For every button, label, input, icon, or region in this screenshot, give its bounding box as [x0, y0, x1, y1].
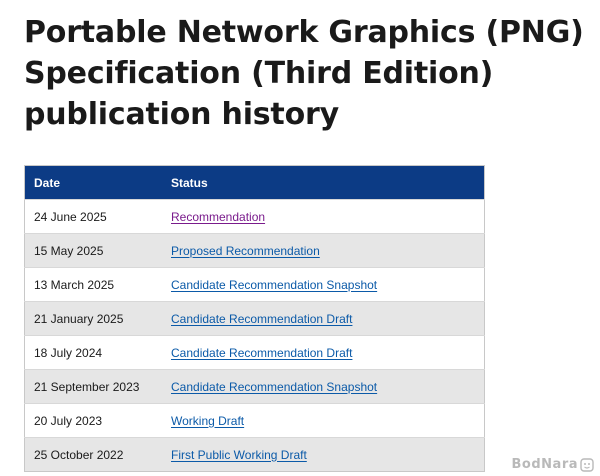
table-row: 24 June 2025 Recommendation — [24, 199, 485, 234]
date-cell: 21 January 2025 — [24, 301, 163, 336]
status-link-candidate-recommendation-snapshot[interactable]: Candidate Recommendation Snapshot — [171, 277, 378, 292]
table-row: 13 March 2025 Candidate Recommendation S… — [24, 267, 485, 302]
table-row: 20 July 2023 Working Draft — [24, 403, 485, 438]
date-cell: 24 June 2025 — [24, 199, 163, 234]
status-link-candidate-recommendation-draft[interactable]: Candidate Recommendation Draft — [171, 345, 353, 360]
date-cell: 15 May 2025 — [24, 233, 163, 268]
date-cell: 13 March 2025 — [24, 267, 163, 302]
status-link-recommendation[interactable]: Recommendation — [171, 209, 266, 224]
status-link-proposed-recommendation[interactable]: Proposed Recommendation — [171, 243, 320, 258]
table-header-row: Date Status — [24, 165, 485, 200]
publication-history-table: Date Status 24 June 2025 Recommendation … — [24, 165, 485, 472]
watermark: BodNara — [512, 457, 594, 472]
date-cell: 21 September 2023 — [24, 369, 163, 404]
table-row: 25 October 2022 First Public Working Dra… — [24, 437, 485, 472]
date-cell: 25 October 2022 — [24, 437, 163, 472]
status-link-first-public-working-draft[interactable]: First Public Working Draft — [171, 447, 307, 462]
status-link-working-draft[interactable]: Working Draft — [171, 413, 245, 428]
table-row: 15 May 2025 Proposed Recommendation — [24, 233, 485, 268]
watermark-text: BodNara — [511, 457, 578, 472]
table-row: 21 January 2025 Candidate Recommendation… — [24, 301, 485, 336]
watermark-face-icon — [580, 457, 594, 472]
table-row: 21 September 2023 Candidate Recommendati… — [24, 369, 485, 404]
status-link-candidate-recommendation-snapshot[interactable]: Candidate Recommendation Snapshot — [171, 379, 378, 394]
date-cell: 18 July 2024 — [24, 335, 163, 370]
table-row: 18 July 2024 Candidate Recommendation Dr… — [24, 335, 485, 370]
status-link-candidate-recommendation-draft[interactable]: Candidate Recommendation Draft — [171, 311, 353, 326]
page-title: Portable Network Graphics (PNG) Specific… — [24, 15, 584, 132]
status-column-header: Status — [163, 165, 485, 200]
date-cell: 20 July 2023 — [24, 403, 163, 438]
date-column-header: Date — [24, 165, 163, 200]
